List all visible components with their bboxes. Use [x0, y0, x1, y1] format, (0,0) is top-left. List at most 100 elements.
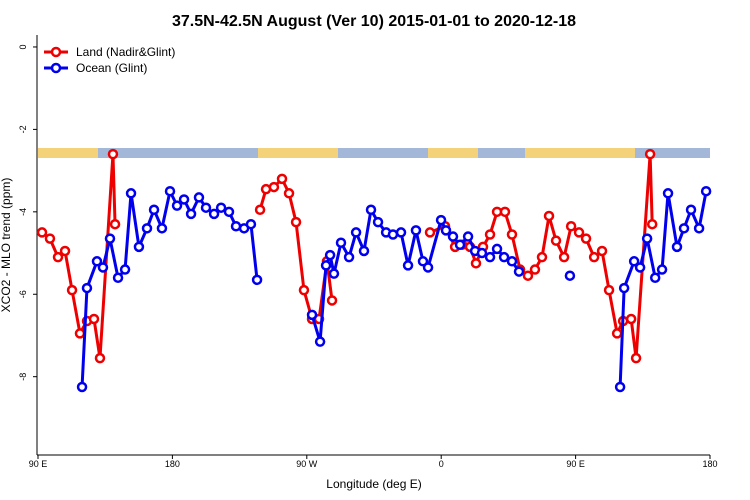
data-point [440, 225, 452, 236]
data-point [125, 188, 137, 199]
data-point [685, 204, 697, 216]
data-point [536, 251, 548, 263]
data-point [306, 309, 318, 321]
data-point [435, 214, 447, 226]
data-point [513, 266, 525, 277]
x-tick-label: 180 [165, 459, 180, 469]
data-point [402, 260, 414, 271]
data-point [94, 352, 106, 364]
legend-marker [50, 46, 62, 58]
data-point [565, 221, 577, 232]
data-point [251, 274, 263, 286]
data-point [484, 251, 496, 263]
data-point [656, 264, 668, 275]
data-point [564, 270, 576, 281]
data-point [230, 221, 242, 232]
data-point [454, 239, 466, 251]
data-point [634, 262, 646, 273]
data-point [529, 264, 541, 275]
data-point [614, 381, 626, 393]
data-point [320, 260, 332, 271]
data-point [178, 194, 190, 205]
data-point [350, 227, 362, 238]
data-point [314, 336, 326, 347]
y-axis-label: XCO2 - MLO trend (ppm) [0, 178, 13, 313]
data-point [328, 268, 340, 279]
data-point [506, 256, 518, 267]
data-point [630, 352, 642, 364]
data-point [119, 264, 131, 275]
data-point [298, 284, 310, 296]
data-point [91, 256, 103, 267]
data-point [625, 313, 637, 325]
data-point [365, 204, 377, 216]
data-point [476, 247, 488, 259]
data-point [671, 241, 683, 253]
data-point [97, 262, 109, 273]
data-point [156, 223, 168, 234]
data-point [543, 210, 555, 222]
data-point [76, 381, 88, 393]
x-axis-label: Longitude (deg E) [326, 477, 421, 491]
data-point [522, 270, 534, 281]
y-tick-label: 0 [18, 44, 28, 49]
data-point [644, 148, 656, 160]
legend-marker [50, 62, 62, 74]
data-point [372, 216, 384, 228]
data-point [74, 328, 86, 339]
data-point [208, 208, 220, 220]
data-point [596, 245, 608, 257]
data-point [88, 313, 100, 325]
map-strip [38, 148, 710, 158]
data-point [646, 218, 658, 230]
data-point [223, 206, 235, 218]
data-point [424, 227, 436, 238]
data-point [410, 225, 422, 236]
data-point [506, 229, 518, 240]
y-tick-label: -4 [18, 208, 28, 216]
data-point [276, 173, 288, 185]
x-tick-label: 180 [702, 459, 717, 469]
x-tick-label: 90 E [566, 459, 585, 469]
data-point [462, 231, 474, 242]
legend-label: Ocean (Glint) [76, 61, 147, 75]
data-point [484, 229, 496, 240]
data-point [254, 204, 266, 216]
data-point [133, 241, 145, 253]
data-point [59, 245, 71, 257]
data-point [81, 282, 93, 294]
x-tick-label: 90 W [296, 459, 318, 469]
data-point [44, 233, 56, 244]
data-point [245, 218, 257, 230]
data-point [343, 251, 355, 263]
data-point [618, 282, 630, 294]
data-point [580, 233, 592, 244]
data-point [395, 227, 407, 238]
y-tick-label: -8 [18, 373, 28, 381]
data-point [573, 227, 585, 238]
data-point [185, 208, 197, 220]
data-point [268, 181, 280, 193]
data-point [283, 188, 295, 199]
data-point [109, 218, 121, 230]
data-point [107, 148, 119, 160]
data-point [326, 295, 338, 306]
y-tick-label: -2 [18, 125, 28, 133]
data-point [649, 272, 661, 284]
data-point [193, 192, 205, 203]
data-point [164, 185, 176, 197]
data-point [558, 251, 570, 263]
data-point [52, 251, 64, 263]
data-point [603, 284, 615, 296]
data-point [141, 223, 153, 234]
data-point [662, 188, 674, 199]
data-point [611, 328, 623, 339]
data-point [550, 235, 562, 246]
data-point [387, 229, 399, 240]
x-tick-label: 90 E [29, 459, 48, 469]
data-point [588, 251, 600, 263]
data-point [66, 284, 78, 296]
data-point [104, 233, 116, 244]
data-point [470, 258, 482, 269]
